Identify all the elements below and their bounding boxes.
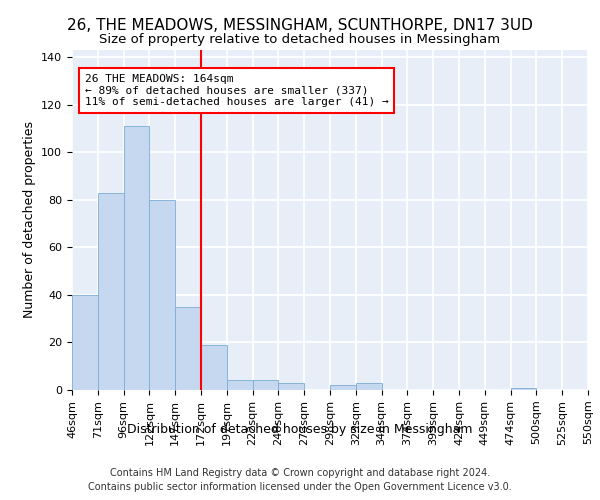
Bar [253,380,278,390]
Text: Contains public sector information licensed under the Open Government Licence v3: Contains public sector information licen… [88,482,512,492]
Bar [175,307,201,390]
Bar [278,383,304,390]
Bar [227,380,253,390]
Bar [72,295,98,390]
Bar [356,383,382,390]
Text: Contains HM Land Registry data © Crown copyright and database right 2024.: Contains HM Land Registry data © Crown c… [110,468,490,477]
Bar [98,192,124,390]
Bar [511,388,536,390]
Text: 26, THE MEADOWS, MESSINGHAM, SCUNTHORPE, DN17 3UD: 26, THE MEADOWS, MESSINGHAM, SCUNTHORPE,… [67,18,533,32]
Text: 26 THE MEADOWS: 164sqm
← 89% of detached houses are smaller (337)
11% of semi-de: 26 THE MEADOWS: 164sqm ← 89% of detached… [85,74,389,107]
Bar [330,385,356,390]
Text: Distribution of detached houses by size in Messingham: Distribution of detached houses by size … [127,422,473,436]
Text: Size of property relative to detached houses in Messingham: Size of property relative to detached ho… [100,32,500,46]
Bar [124,126,149,390]
Y-axis label: Number of detached properties: Number of detached properties [23,122,35,318]
Bar [149,200,175,390]
Bar [201,345,227,390]
